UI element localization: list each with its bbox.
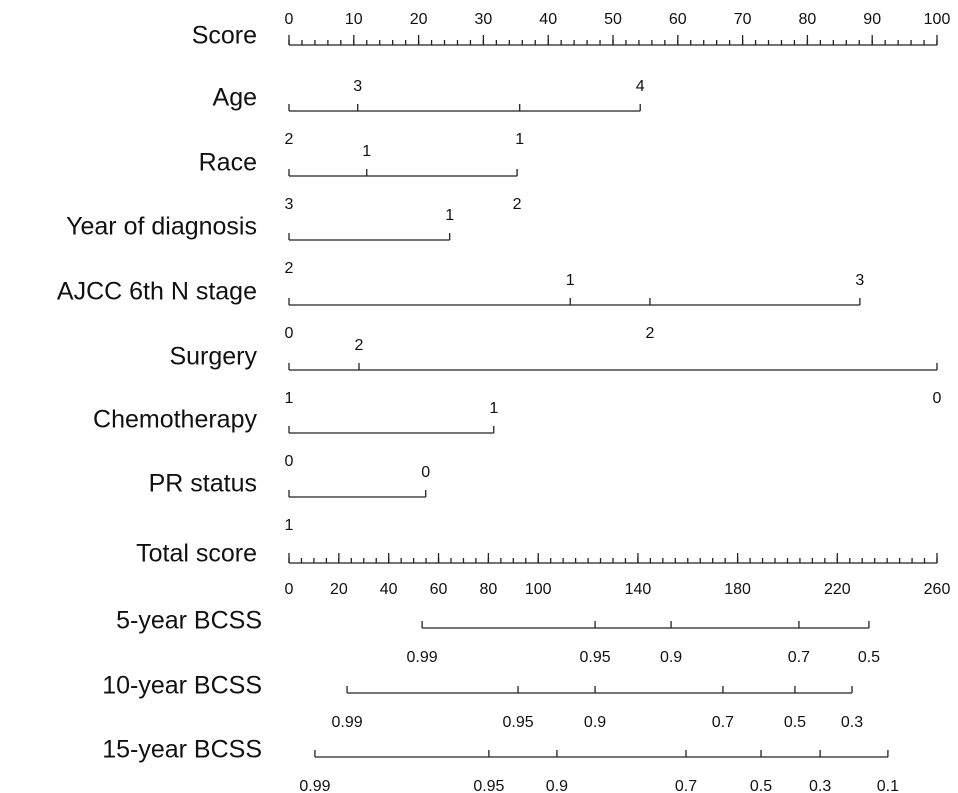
level-label: 3 bbox=[285, 196, 294, 213]
axis-title: Score bbox=[192, 22, 257, 50]
outcome-tick-label: 0.9 bbox=[660, 649, 682, 666]
outcome-tick-label: 0.9 bbox=[584, 714, 606, 731]
tick-label: 20 bbox=[330, 581, 348, 598]
variable-label: Surgery bbox=[169, 343, 257, 371]
outcome-label: 15-year BCSS bbox=[102, 736, 262, 764]
variable-label: Race bbox=[199, 149, 257, 177]
outcome-tick-label: 0.3 bbox=[841, 714, 863, 731]
level-label: 3 bbox=[855, 272, 864, 289]
outcome-tick-label: 0.1 bbox=[877, 778, 899, 793]
variable-label: Age bbox=[213, 84, 257, 112]
level-label: 4 bbox=[636, 78, 645, 95]
tick-label: 10 bbox=[345, 11, 363, 28]
outcome-label: 5-year BCSS bbox=[116, 607, 262, 635]
tick-label: 70 bbox=[734, 11, 752, 28]
outcome-tick-label: 0.7 bbox=[788, 649, 810, 666]
outcome-tick-label: 0.95 bbox=[502, 714, 533, 731]
variable-label: AJCC 6th N stage bbox=[57, 278, 257, 306]
tick-label: 0 bbox=[285, 11, 294, 28]
tick-label: 90 bbox=[863, 11, 881, 28]
variable-label: PR status bbox=[149, 470, 257, 498]
outcome-tick-label: 0.5 bbox=[858, 649, 880, 666]
outcome-label: 10-year BCSS bbox=[102, 672, 262, 700]
level-label: 1 bbox=[515, 131, 524, 148]
variable-label: Chemotherapy bbox=[93, 406, 257, 434]
outcome-tick-label: 0.95 bbox=[473, 778, 504, 793]
tick-label: 60 bbox=[430, 581, 448, 598]
outcome-tick-label: 0.7 bbox=[675, 778, 697, 793]
tick-label: 100 bbox=[924, 11, 951, 28]
tick-label: 60 bbox=[669, 11, 687, 28]
tick-label: 80 bbox=[799, 11, 817, 28]
level-label: 1 bbox=[566, 272, 575, 289]
level-label: 2 bbox=[285, 260, 294, 277]
level-label: 1 bbox=[362, 143, 371, 160]
tick-label: 100 bbox=[525, 581, 552, 598]
tick-label: 30 bbox=[475, 11, 493, 28]
level-label: 2 bbox=[355, 337, 364, 354]
level-label: 3 bbox=[353, 78, 362, 95]
tick-label: 140 bbox=[625, 581, 652, 598]
tick-label: 220 bbox=[824, 581, 851, 598]
tick-label: 40 bbox=[539, 11, 557, 28]
level-label: 2 bbox=[513, 196, 522, 213]
outcome-tick-label: 0.3 bbox=[809, 778, 831, 793]
tick-label: 50 bbox=[604, 11, 622, 28]
level-label: 1 bbox=[445, 207, 454, 224]
level-label: 0 bbox=[285, 325, 294, 342]
variable-label: Year of diagnosis bbox=[66, 213, 257, 241]
tick-label: 180 bbox=[724, 581, 751, 598]
outcome-tick-label: 0.9 bbox=[546, 778, 568, 793]
tick-label: 260 bbox=[924, 581, 951, 598]
level-label: 2 bbox=[285, 131, 294, 148]
tick-label: 80 bbox=[479, 581, 497, 598]
outcome-tick-label: 0.5 bbox=[750, 778, 772, 793]
level-label: 1 bbox=[285, 517, 294, 534]
level-label: 2 bbox=[645, 325, 654, 342]
tick-label: 20 bbox=[410, 11, 428, 28]
level-label: 1 bbox=[285, 390, 294, 407]
outcome-tick-label: 0.5 bbox=[784, 714, 806, 731]
outcome-tick-label: 0.7 bbox=[712, 714, 734, 731]
outcome-tick-label: 0.95 bbox=[579, 649, 610, 666]
outcome-tick-label: 0.99 bbox=[299, 778, 330, 793]
level-label: 0 bbox=[933, 390, 942, 407]
axis-title: Total score bbox=[136, 540, 257, 568]
tick-label: 40 bbox=[380, 581, 398, 598]
tick-label: 0 bbox=[285, 581, 294, 598]
level-label: 0 bbox=[285, 453, 294, 470]
outcome-tick-label: 0.99 bbox=[407, 649, 438, 666]
level-label: 1 bbox=[489, 400, 498, 417]
outcome-tick-label: 0.99 bbox=[332, 714, 363, 731]
level-label: 0 bbox=[421, 464, 430, 481]
